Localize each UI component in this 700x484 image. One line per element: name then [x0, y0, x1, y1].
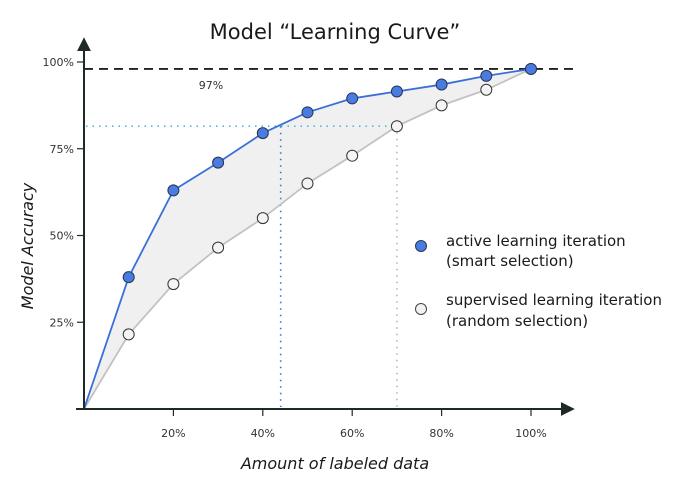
active-data-point — [256, 127, 269, 140]
supervised-data-point — [346, 149, 359, 162]
hollow-circle-icon — [415, 303, 427, 315]
active-data-point — [122, 271, 135, 284]
x-tick-label: 20% — [161, 427, 185, 440]
supervised-data-point — [480, 83, 493, 96]
active-data-point — [301, 106, 314, 119]
active-data-point — [346, 92, 359, 105]
active-data-point — [480, 69, 493, 82]
filled-circle-icon — [415, 240, 427, 252]
legend-label-active-line2: (smart selection) — [446, 252, 574, 270]
chart-title: Model “Learning Curve” — [210, 20, 461, 44]
supervised-data-point — [435, 99, 448, 112]
supervised-data-point — [212, 241, 225, 254]
active-data-point — [212, 156, 225, 169]
active-data-point — [435, 78, 448, 91]
supervised-data-point — [301, 177, 314, 190]
active-series-points — [122, 62, 537, 284]
supervised-data-point — [167, 278, 180, 291]
target-accuracy-label: 97% — [199, 79, 223, 92]
x-tick-label: 100% — [515, 427, 546, 440]
legend-item-active: active learning iteration (smart selecti… — [415, 232, 626, 270]
x-tick-label: 40% — [251, 427, 275, 440]
y-tick-label: 25% — [50, 316, 74, 329]
active-data-point — [525, 62, 537, 75]
legend-label-active-line1: active learning iteration — [446, 232, 626, 250]
y-tick-label: 100% — [43, 56, 74, 69]
supervised-data-point — [256, 212, 269, 225]
active-data-point — [167, 184, 180, 197]
x-axis-title: Amount of labeled data — [240, 454, 429, 473]
supervised-data-point — [390, 120, 403, 133]
y-tick-label: 50% — [50, 230, 74, 243]
active-data-point — [390, 85, 403, 98]
y-tick-label: 75% — [50, 143, 74, 156]
legend-label-supervised-line2: (random selection) — [446, 312, 588, 330]
legend-item-supervised: supervised learning iteration (random se… — [415, 291, 662, 330]
supervised-series-points — [122, 62, 537, 341]
shaded-gap-region — [84, 68, 531, 409]
x-tick-label: 60% — [340, 427, 364, 440]
x-axis-ticks: 20% 40% 60% 80% 100% — [161, 409, 547, 440]
y-axis-title: Model Accuracy — [18, 182, 37, 309]
supervised-data-point — [122, 328, 135, 341]
y-axis-ticks: 25% 50% 75% 100% — [43, 56, 84, 329]
legend-label-supervised-line1: supervised learning iteration — [446, 291, 662, 309]
legend: active learning iteration (smart selecti… — [415, 232, 662, 330]
x-tick-label: 80% — [429, 427, 453, 440]
